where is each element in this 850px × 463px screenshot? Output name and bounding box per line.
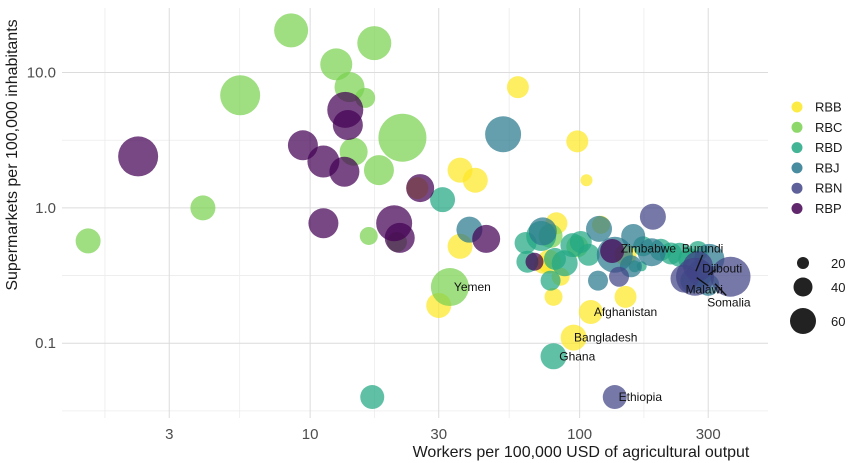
point-rbj [637, 238, 666, 267]
annotation-leader-lines [695, 254, 727, 297]
point-rbd [577, 243, 600, 266]
legend-label-rbb: RBB [815, 100, 842, 115]
x-tick-label: 3 [165, 426, 173, 443]
legend-label-rbp: RBP [815, 201, 842, 216]
point-rbn [602, 385, 627, 410]
point-rbc [320, 48, 353, 81]
y-tick-label: 10.0 [27, 65, 56, 82]
point-rbp [332, 109, 363, 140]
point-rbj [588, 270, 609, 291]
annotation-label: Burundi [682, 242, 723, 256]
point-rbj [528, 217, 557, 246]
color-legend: RBB RBC RBD RBJ RBN RBP [791, 100, 842, 216]
y-tick-label: 1.0 [35, 200, 56, 217]
data-points [75, 13, 751, 410]
point-rbb [506, 76, 529, 99]
annotation-label: Djibouti [702, 262, 742, 276]
point-rbc [357, 26, 392, 61]
annotation-label: Ethiopia [619, 390, 663, 404]
legend-swatch-rbc [791, 121, 803, 133]
x-tick-label: 10 [302, 426, 319, 443]
annotation-label: Bangladesh [574, 331, 637, 345]
point-rbd [430, 187, 456, 213]
x-tick-label: 30 [430, 426, 447, 443]
annotation-label: Zimbabwe [621, 242, 677, 256]
point-rbn [710, 256, 751, 297]
leader-line [714, 283, 727, 297]
point-rbd [540, 270, 561, 291]
y-axis-ticks: 0.1 1.0 10.0 [27, 65, 56, 353]
point-rbc [359, 226, 378, 245]
point-rbn [639, 203, 666, 230]
point-rbc [363, 155, 394, 186]
point-rbp [118, 136, 159, 177]
point-rbb [580, 174, 593, 187]
size-legend-label: 20 [831, 256, 845, 271]
point-rbd [551, 250, 578, 277]
legend-label-rbd: RBD [815, 140, 842, 155]
point-rbc [190, 195, 216, 221]
legend-swatch-rbn [791, 182, 803, 194]
point-rbc [378, 113, 427, 162]
annotation-label: Afghanistan [594, 305, 657, 319]
annotation-label: Yemen [454, 280, 491, 294]
point-rbb [614, 285, 637, 308]
point-rbb [462, 167, 488, 193]
leader-line [695, 254, 704, 272]
point-rbp [329, 156, 360, 187]
legend-swatch-rbj [791, 162, 803, 174]
size-legend-marker [790, 308, 816, 334]
point-rbb [544, 287, 563, 306]
point-rbn [609, 266, 630, 287]
size-legend-marker [797, 257, 809, 269]
point-rbj [485, 116, 522, 153]
y-tick-label: 0.1 [35, 335, 56, 352]
x-axis-ticks: 3 10 30 100 300 [165, 426, 721, 443]
legend-swatch-rbb [791, 101, 803, 113]
annotation-label: Somalia [707, 295, 751, 309]
point-annotations: Zimbabwe Burundi Djibouti Yemen MalawiSomali… [454, 242, 751, 404]
point-rbd [540, 343, 567, 370]
legend-swatch-rbp [791, 203, 803, 214]
x-tick-label: 300 [696, 426, 721, 443]
size-legend-label: 60 [831, 314, 845, 329]
point-rbp [384, 222, 415, 253]
size-legend-label: 40 [831, 280, 845, 295]
point-rbp [308, 208, 339, 239]
point-rbd [360, 385, 385, 410]
point-rbb [560, 324, 587, 351]
point-rbn [676, 257, 715, 296]
point-rbj [586, 215, 613, 242]
point-rbp [600, 239, 625, 264]
point-rbp [525, 252, 544, 271]
point-rbc [75, 228, 101, 254]
point-rbb [578, 300, 603, 325]
y-axis-title: Supermarkets per 100,000 inhabitants [4, 19, 21, 290]
point-rbb [566, 130, 589, 153]
legend-label-rbj: RBJ [815, 160, 840, 175]
size-legend-marker [793, 277, 813, 297]
legend-swatch-rbd [791, 142, 803, 154]
leader-line [696, 277, 709, 287]
annotation-label: Ghana [559, 349, 595, 363]
x-axis-title: Workers per 100,000 USD of agricultural … [413, 444, 750, 461]
legend-label-rbn: RBN [815, 181, 842, 196]
point-rbp [406, 174, 435, 203]
annotation-label: Malawi [686, 282, 723, 296]
point-rbp [472, 224, 501, 253]
point-rbc [220, 75, 261, 116]
legend-label-rbc: RBC [815, 120, 842, 135]
point-rbc [430, 268, 469, 307]
size-legend: 20 40 60 [790, 256, 845, 334]
x-tick-label: 100 [567, 426, 592, 443]
leader-line [707, 268, 717, 276]
point-rbc [274, 13, 309, 48]
grid-lines [62, 8, 768, 418]
